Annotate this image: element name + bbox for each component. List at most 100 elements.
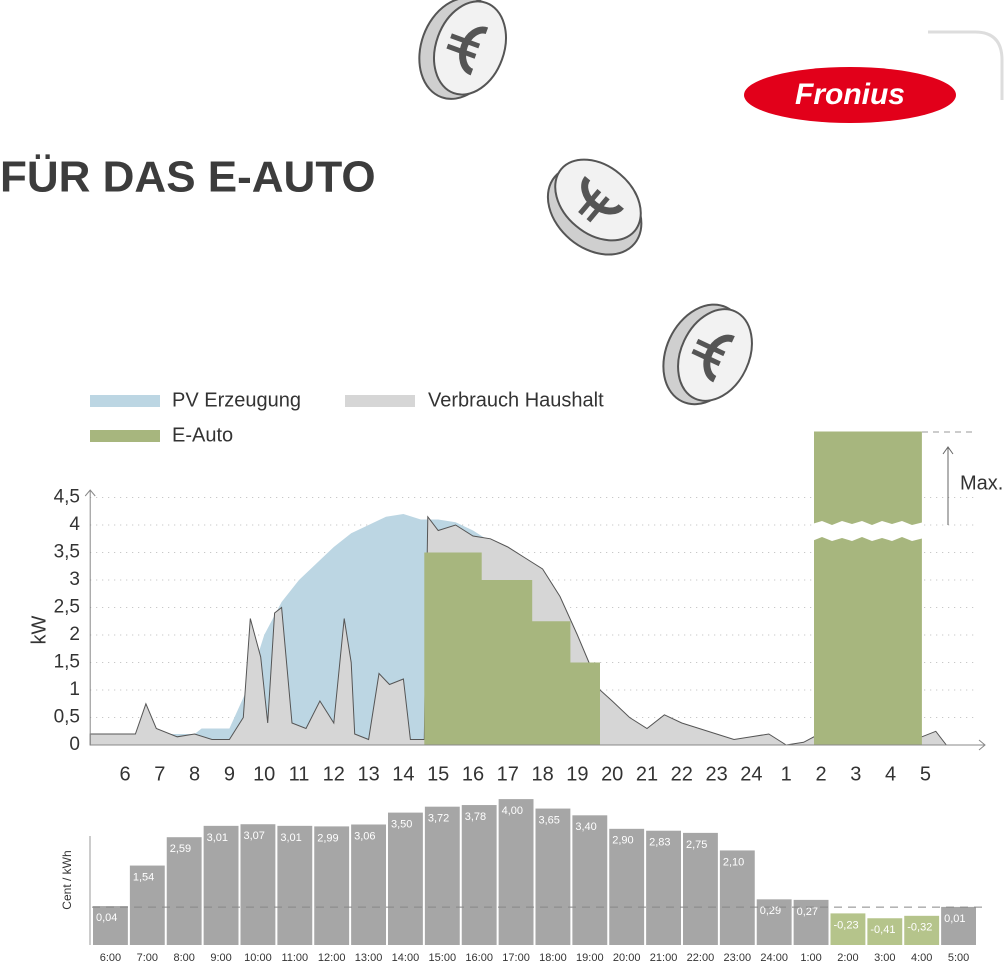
- x-tick-label: 17:00: [502, 952, 530, 964]
- value-label: 0,27: [797, 906, 818, 918]
- legend-label: PV Erzeugung: [172, 389, 301, 411]
- x-tick-label: 12: [323, 763, 345, 785]
- x-tick-label: 22:00: [687, 952, 715, 964]
- value-label: 2,99: [317, 832, 338, 844]
- area-series: [424, 552, 600, 745]
- bar: [830, 913, 866, 945]
- bar: [277, 825, 313, 945]
- x-axis: [90, 739, 986, 751]
- x-tick-label: 11:00: [281, 952, 308, 964]
- x-tick-label: 6: [119, 763, 130, 785]
- bar: [904, 915, 940, 945]
- bar: [646, 830, 681, 945]
- bar: [129, 865, 165, 945]
- value-label: 2,10: [723, 856, 744, 868]
- y-tick-label: 4: [69, 514, 80, 535]
- annotation: Max.: [960, 472, 1003, 494]
- x-tick-label: 19:00: [576, 952, 604, 964]
- value-label: 2,83: [649, 837, 670, 849]
- x-tick-label: 20: [601, 763, 623, 785]
- y-tick-label: 0,5: [54, 707, 80, 728]
- value-label: -0,41: [870, 924, 895, 936]
- value-label: 3,01: [280, 832, 301, 844]
- x-tick-label: 24: [740, 763, 762, 785]
- x-tick-label: 1: [781, 763, 792, 785]
- x-tick-label: 2:00: [837, 952, 858, 964]
- bar: [535, 808, 571, 945]
- value-label: 2,75: [686, 839, 707, 851]
- x-tick-label: 24:00: [760, 952, 788, 964]
- value-label: 3,40: [575, 821, 596, 833]
- bar: [240, 824, 276, 945]
- x-tick-label: 14:00: [392, 952, 420, 964]
- bar: [867, 918, 903, 945]
- x-tick-label: 15: [427, 763, 449, 785]
- bar: [203, 825, 239, 945]
- x-tick-label: 16:00: [465, 952, 493, 964]
- x-tick-label: 12:00: [318, 952, 346, 964]
- x-tick-label: 10:00: [244, 952, 272, 964]
- x-tick-label: 23:00: [724, 952, 752, 964]
- y-tick-label: 3,5: [54, 542, 80, 563]
- max-arrow: [942, 446, 954, 525]
- page-title: FÜR DAS E-AUTO: [0, 153, 376, 202]
- x-tick-label: 14: [392, 763, 414, 785]
- coin: [662, 303, 753, 406]
- legend-swatch: [90, 395, 160, 407]
- y-tick-label: 1,5: [54, 652, 80, 673]
- bar: [388, 812, 423, 945]
- value-label: 3,72: [428, 813, 449, 825]
- x-tick-label: 4:00: [911, 952, 932, 964]
- area-series: [814, 431, 922, 745]
- power-chart: 00,511,522,533,544,56 7 8 9 10 11 12 13 14 15 16 17…: [54, 389, 1004, 785]
- x-tick-label: 5:00: [948, 952, 969, 964]
- x-tick-label: 9:00: [210, 952, 231, 964]
- y-tick-label: 0: [69, 734, 80, 755]
- x-tick-label: 21:00: [650, 952, 678, 964]
- value-label: 0,29: [760, 905, 781, 917]
- x-tick-label: 3:00: [874, 952, 895, 964]
- logo-text: Fronius: [795, 78, 905, 111]
- bar: [941, 906, 976, 945]
- bar: [166, 837, 202, 945]
- x-tick-label: 21: [636, 763, 658, 785]
- value-label: 3,01: [207, 832, 228, 844]
- coin: [546, 158, 643, 256]
- coins: [418, 0, 753, 406]
- y-tick-label: 1: [69, 679, 80, 700]
- x-tick-label: 23: [705, 763, 727, 785]
- x-tick-label: 9: [224, 763, 235, 785]
- x-tick-label: 10: [253, 763, 275, 785]
- x-tick-label: 7:00: [137, 952, 158, 964]
- bar: [461, 805, 497, 945]
- bar: [609, 828, 645, 945]
- bar: [683, 832, 718, 945]
- x-tick-label: 16: [462, 763, 484, 785]
- x-tick-label: 8:00: [173, 952, 194, 964]
- x-tick-label: 7: [154, 763, 165, 785]
- x-tick-label: 8: [189, 763, 200, 785]
- x-tick-label: 22: [671, 763, 693, 785]
- value-label: 3,78: [465, 811, 486, 823]
- x-tick-label: 15:00: [429, 952, 457, 964]
- x-tick-label: 18: [531, 763, 553, 785]
- x-tick-label: 13: [357, 763, 379, 785]
- bar: [93, 906, 128, 945]
- y-tick-label: 3: [69, 569, 80, 590]
- bar: [424, 806, 460, 945]
- x-tick-label: 6:00: [100, 952, 121, 964]
- bar: [351, 824, 386, 945]
- y-tick-label: 4,5: [54, 487, 80, 508]
- x-tick-label: 3: [850, 763, 861, 785]
- bar: [314, 826, 350, 945]
- value-label: 3,65: [539, 814, 560, 826]
- x-tick-label: 5: [920, 763, 931, 785]
- x-tick-label: 19: [566, 763, 588, 785]
- value-label: 1,54: [133, 871, 154, 883]
- bar: [498, 799, 534, 945]
- axis-break: [812, 521, 924, 541]
- value-label: 0,04: [96, 912, 117, 924]
- x-tick-label: 18:00: [539, 952, 567, 964]
